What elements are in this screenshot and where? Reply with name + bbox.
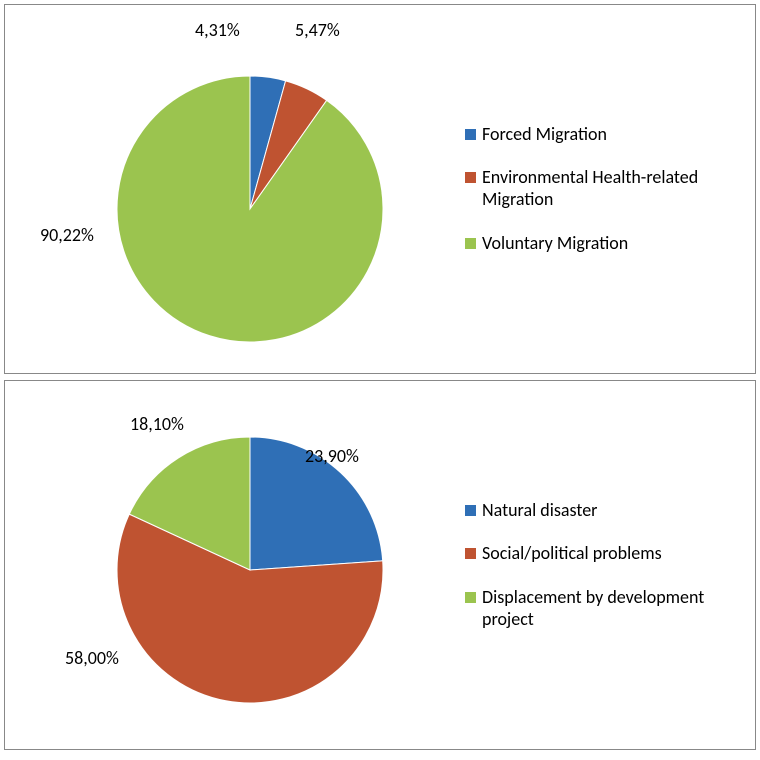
slice-label: 18,10%: [130, 413, 184, 435]
legend-item: Environmental Health-related Migration: [465, 167, 735, 210]
legend-label: Voluntary Migration: [482, 233, 628, 255]
legend-item: Forced Migration: [465, 124, 735, 146]
legend-swatch: [465, 129, 476, 140]
legend-swatch: [465, 238, 476, 249]
slice-label: 23,90%: [305, 445, 359, 467]
legend-swatch: [465, 592, 476, 603]
chart-panel-1: 4,31% 5,47% 90,22% Forced Migration Envi…: [4, 4, 756, 374]
slice-label: 90,22%: [40, 224, 94, 246]
legend-label: Forced Migration: [482, 124, 607, 146]
legend-2: Natural disaster Social/political proble…: [465, 500, 755, 630]
legend-1: Forced Migration Environmental Health-re…: [465, 124, 755, 254]
pie-area-2: 23,90% 58,00% 18,10%: [5, 385, 465, 745]
legend-swatch: [465, 548, 476, 559]
slice-label: 5,47%: [295, 19, 340, 41]
legend-label: Displacement by development project: [482, 587, 722, 630]
slice-label: 58,00%: [65, 647, 119, 669]
pie-area-1: 4,31% 5,47% 90,22%: [5, 9, 465, 369]
legend-item: Displacement by development project: [465, 587, 735, 630]
legend-swatch: [465, 172, 476, 183]
legend-item: Social/political problems: [465, 543, 735, 565]
legend-label: Environmental Health-related Migration: [482, 167, 722, 210]
legend-label: Social/political problems: [482, 543, 662, 565]
legend-item: Voluntary Migration: [465, 233, 735, 255]
legend-label: Natural disaster: [482, 500, 597, 522]
legend-item: Natural disaster: [465, 500, 735, 522]
pie-slice: [117, 76, 383, 342]
chart-panel-2: 23,90% 58,00% 18,10% Natural disaster So…: [4, 380, 756, 750]
pie-chart-1: [5, 9, 465, 369]
legend-swatch: [465, 505, 476, 516]
pie-chart-2: [5, 385, 465, 745]
slice-label: 4,31%: [195, 19, 240, 41]
